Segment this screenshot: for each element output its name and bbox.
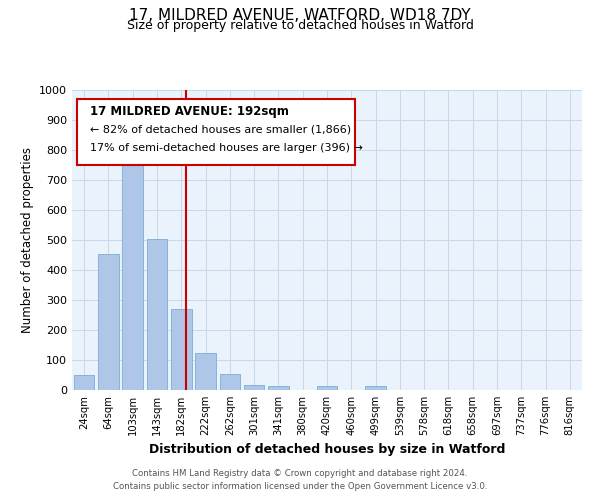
- Text: Distribution of detached houses by size in Watford: Distribution of detached houses by size …: [149, 442, 505, 456]
- Text: ← 82% of detached houses are smaller (1,866): ← 82% of detached houses are smaller (1,…: [90, 124, 351, 134]
- Bar: [317, 386, 337, 390]
- Bar: [77, 99, 355, 165]
- Bar: [195, 354, 216, 390]
- Bar: [98, 254, 119, 390]
- Y-axis label: Number of detached properties: Number of detached properties: [20, 147, 34, 333]
- Bar: [122, 152, 143, 390]
- Text: 17, MILDRED AVENUE, WATFORD, WD18 7DY: 17, MILDRED AVENUE, WATFORD, WD18 7DY: [129, 8, 471, 22]
- Bar: [74, 375, 94, 390]
- Text: 17 MILDRED AVENUE: 192sqm: 17 MILDRED AVENUE: 192sqm: [90, 105, 289, 118]
- Bar: [171, 309, 191, 390]
- Text: 17% of semi-detached houses are larger (396) →: 17% of semi-detached houses are larger (…: [90, 144, 363, 154]
- Bar: [220, 374, 240, 390]
- Bar: [268, 386, 289, 390]
- Bar: [365, 386, 386, 390]
- Bar: [244, 384, 265, 390]
- Text: Contains HM Land Registry data © Crown copyright and database right 2024.: Contains HM Land Registry data © Crown c…: [132, 468, 468, 477]
- Bar: [146, 239, 167, 390]
- Text: Size of property relative to detached houses in Watford: Size of property relative to detached ho…: [127, 19, 473, 32]
- Text: Contains public sector information licensed under the Open Government Licence v3: Contains public sector information licen…: [113, 482, 487, 491]
